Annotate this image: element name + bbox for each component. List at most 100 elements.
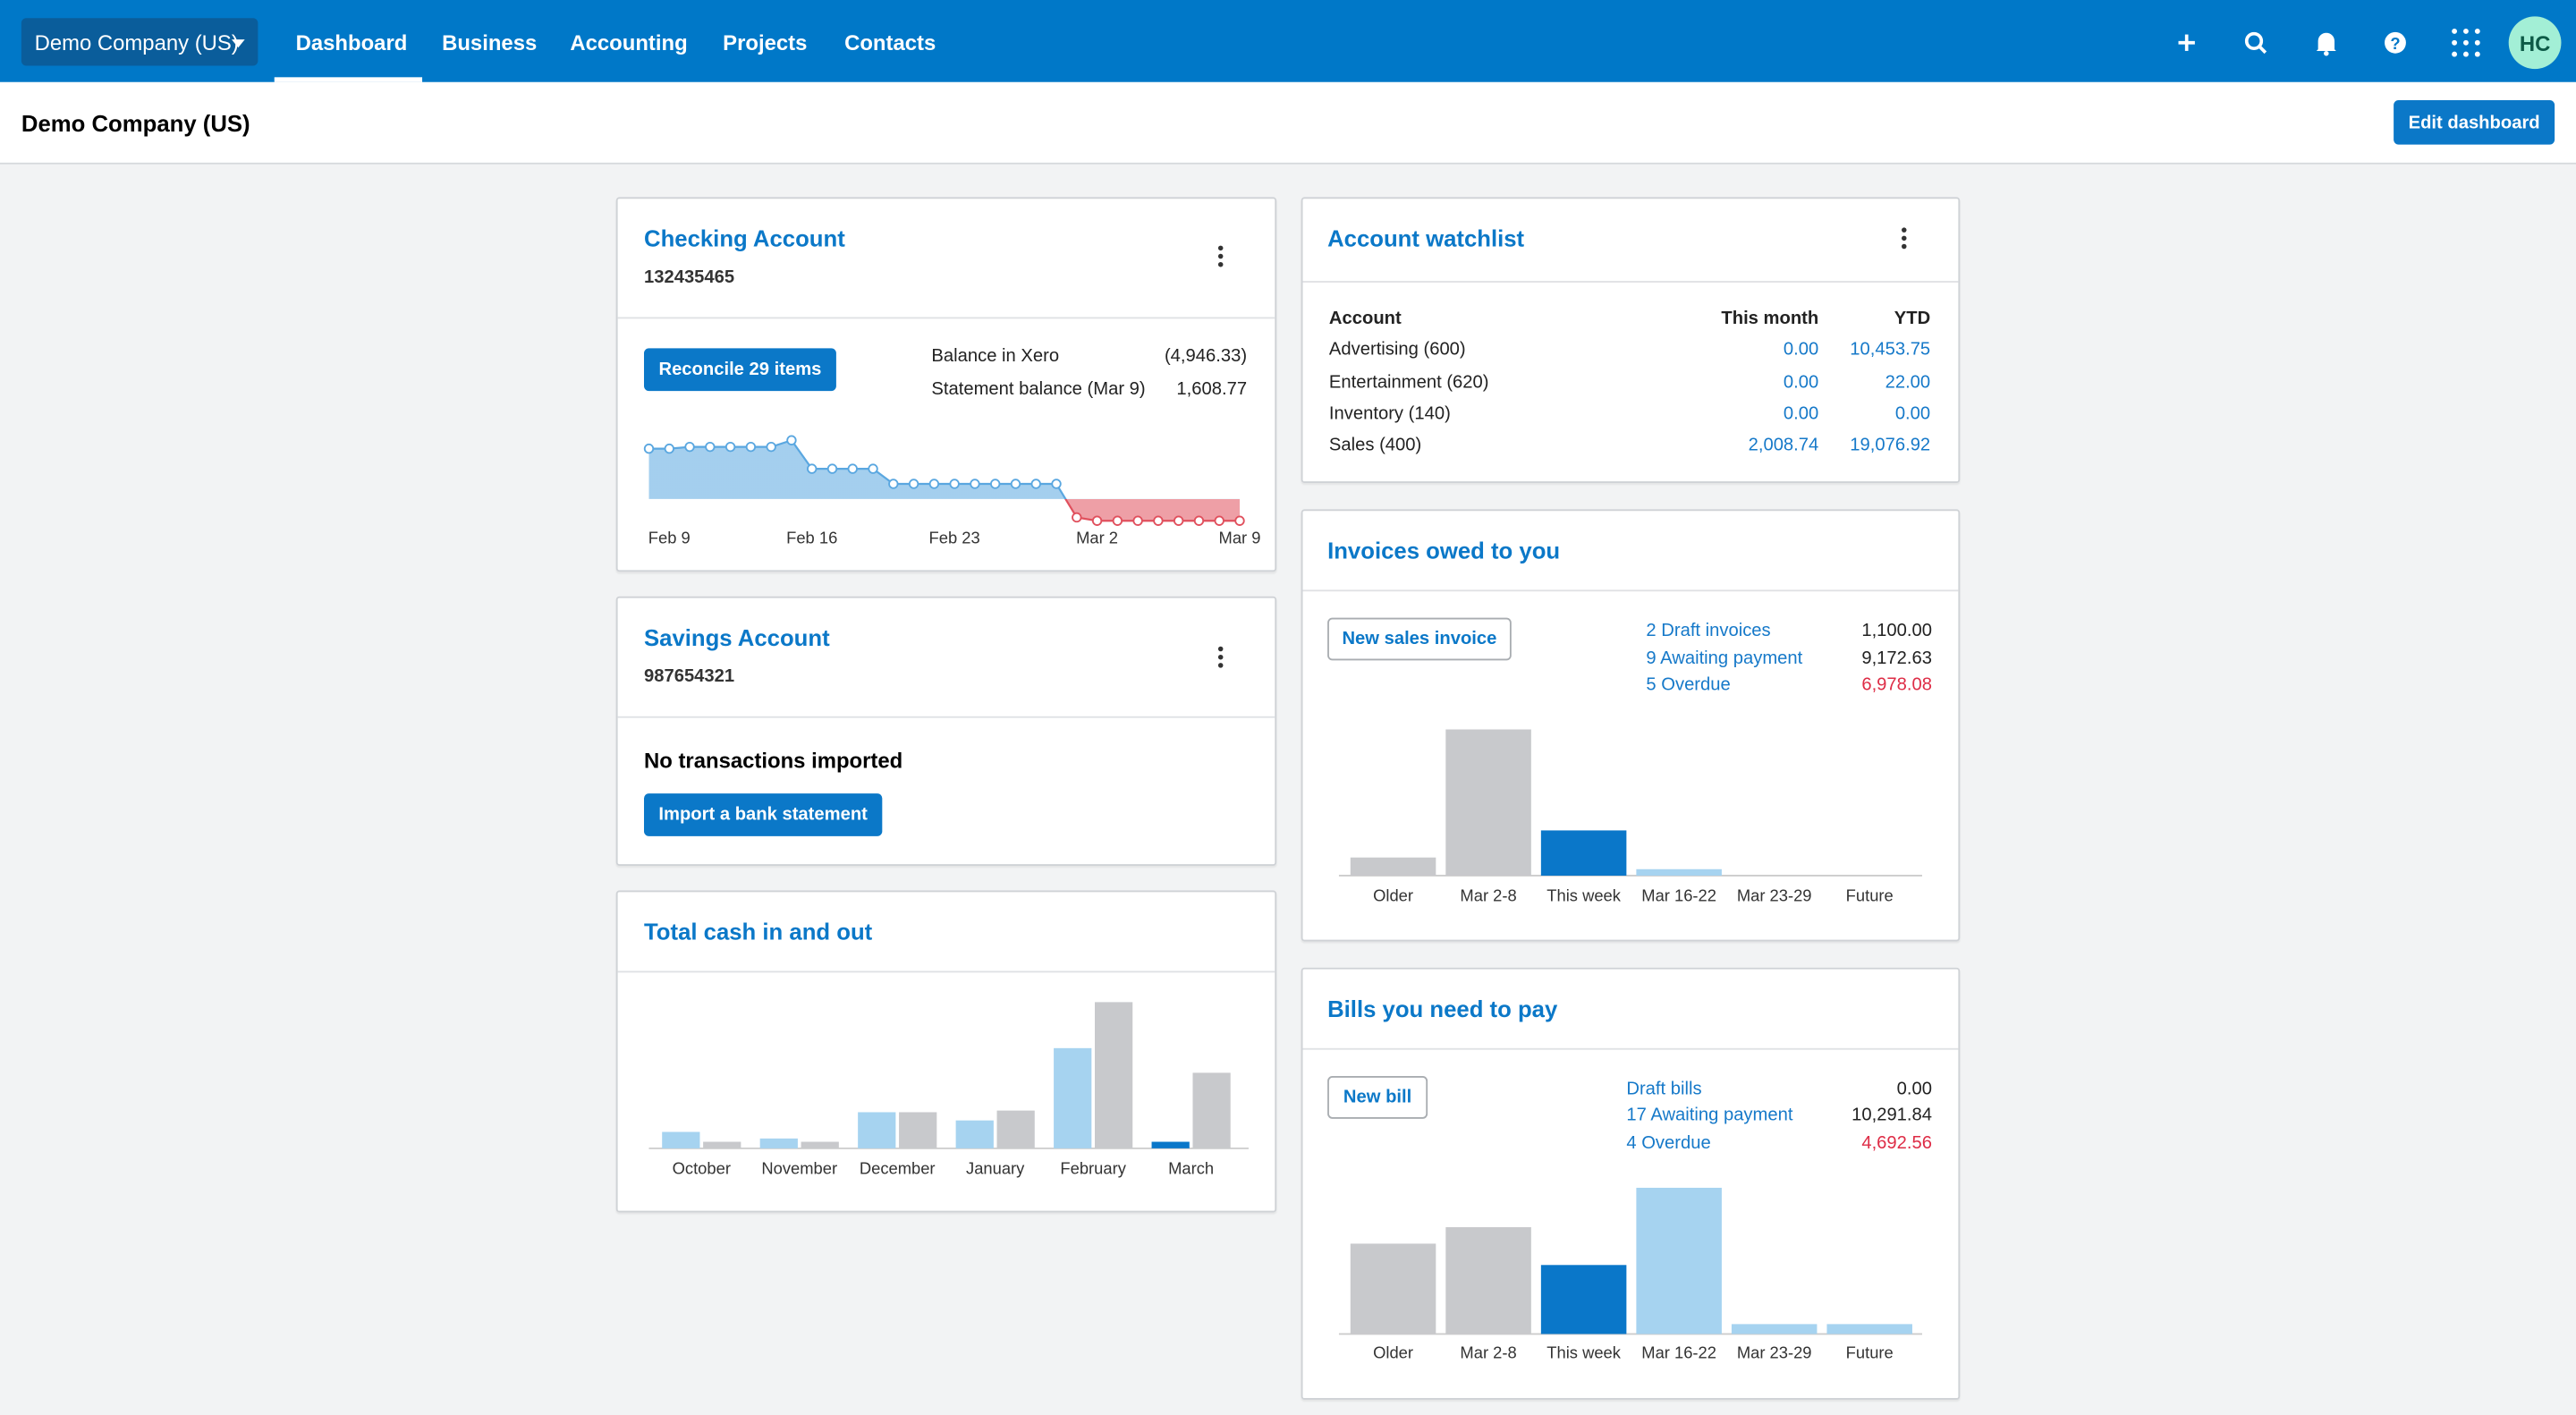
card-title[interactable]: Savings Account	[644, 623, 830, 651]
ytd-value[interactable]: 19,076.92	[1850, 435, 1931, 455]
nav-item[interactable]: Dashboard	[295, 30, 408, 55]
notifications-icon[interactable]	[2316, 32, 2336, 56]
page-header	[0, 81, 2576, 165]
card-menu[interactable]	[1217, 245, 1224, 267]
this-month-value[interactable]: 0.00	[1783, 403, 1819, 424]
summary-link[interactable]: 17 Awaiting payment	[1626, 1106, 1793, 1126]
balance-point	[1234, 515, 1245, 526]
bar	[955, 1120, 994, 1148]
balance-point	[990, 479, 1001, 489]
card-menu[interactable]	[1217, 646, 1224, 668]
empty-message: No transactions imported	[644, 748, 903, 774]
balance-point	[724, 441, 736, 453]
this-month-value[interactable]: 0.00	[1783, 340, 1819, 360]
x-tick-label: October	[673, 1159, 731, 1178]
avatar[interactable]: HC	[2508, 16, 2562, 70]
edit-dashboard-button[interactable]: Edit dashboard	[2394, 100, 2555, 145]
x-tick-label: January	[966, 1159, 1025, 1178]
summary-amount: 0.00	[1896, 1079, 1933, 1099]
bar	[662, 1131, 700, 1148]
summary-link[interactable]: 9 Awaiting payment	[1646, 648, 1803, 669]
balance-point	[1132, 515, 1143, 526]
card-title[interactable]: Total cash in and out	[644, 918, 873, 945]
x-tick-label: Mar 2	[1076, 528, 1118, 547]
balance-point	[1051, 479, 1062, 489]
bar	[1540, 1265, 1627, 1335]
x-tick-label: This week	[1546, 1343, 1621, 1361]
divider	[617, 970, 1275, 973]
new-invoice-button[interactable]: New sales invoice	[1327, 617, 1512, 661]
bar	[1095, 1002, 1133, 1148]
summary-link[interactable]: Draft bills	[1626, 1079, 1702, 1099]
balance-point	[786, 435, 797, 445]
help-icon[interactable]: ?	[2385, 31, 2406, 54]
balance-label: Statement balance (Mar 9)	[931, 379, 1146, 400]
x-tick-label: Mar 23-29	[1737, 886, 1812, 905]
this-month-value[interactable]: 2,008.74	[1748, 435, 1819, 455]
account-name[interactable]: Sales (400)	[1328, 435, 1422, 455]
bar	[1192, 1072, 1231, 1148]
nav-item[interactable]: Contacts	[844, 30, 936, 55]
bar	[1636, 868, 1722, 876]
nav-item[interactable]: Business	[442, 30, 538, 55]
card	[1301, 197, 1961, 484]
x-tick-label: December	[860, 1159, 936, 1178]
x-tick-label: Mar 16-22	[1641, 1343, 1716, 1361]
bar	[1826, 1324, 1912, 1335]
balance-point	[1173, 515, 1184, 526]
summary-link[interactable]: 5 Overdue	[1646, 674, 1731, 695]
x-tick-label: Mar 9	[1219, 528, 1261, 547]
nav-item[interactable]: Accounting	[570, 30, 688, 55]
account-name[interactable]: Advertising (600)	[1328, 340, 1466, 360]
bar	[1054, 1047, 1092, 1148]
x-tick-label: Feb 9	[648, 528, 691, 547]
this-month-value[interactable]: 0.00	[1783, 372, 1819, 393]
apps-icon[interactable]	[2452, 28, 2480, 57]
bar	[899, 1112, 937, 1148]
bar	[996, 1110, 1035, 1148]
account-number: 987654321	[644, 666, 735, 687]
balance-point	[908, 479, 919, 489]
column-header: YTD	[1894, 309, 1931, 329]
balance-point	[705, 441, 716, 453]
summary-amount: 9,172.63	[1861, 648, 1933, 669]
balance-amount: 1,608.77	[1176, 379, 1248, 400]
account-name[interactable]: Inventory (140)	[1328, 403, 1451, 424]
balance-point	[1214, 515, 1224, 526]
card-title[interactable]: Invoices owed to you	[1327, 537, 1561, 564]
search-icon[interactable]	[2244, 31, 2267, 55]
ytd-value[interactable]: 0.00	[1894, 403, 1931, 424]
card-menu[interactable]	[1902, 227, 1907, 250]
balance-point	[1030, 479, 1041, 489]
bar	[1636, 1187, 1722, 1335]
import-button[interactable]: Import a bank statement	[644, 793, 883, 836]
ytd-value[interactable]: 22.00	[1885, 372, 1931, 393]
add-icon[interactable]	[2178, 34, 2195, 51]
ytd-value[interactable]: 10,453.75	[1850, 340, 1931, 360]
summary-link[interactable]: 2 Draft invoices	[1646, 621, 1771, 641]
x-tick-label: March	[1168, 1159, 1214, 1178]
bar	[801, 1141, 839, 1148]
card-title[interactable]: Bills you need to pay	[1327, 996, 1558, 1022]
nav-item[interactable]: Projects	[723, 30, 808, 55]
organisation-name: Demo Company (US)	[34, 30, 239, 55]
divider	[617, 317, 1275, 319]
card-title[interactable]: Checking Account	[644, 225, 845, 252]
balance-point	[1072, 512, 1082, 523]
page-title: Demo Company (US)	[21, 110, 250, 137]
x-tick-label: November	[761, 1159, 837, 1178]
bar	[1350, 857, 1436, 876]
summary-amount: 4,692.56	[1861, 1133, 1933, 1154]
x-tick-label: Mar 23-29	[1737, 1343, 1812, 1361]
reconcile-button[interactable]: Reconcile 29 items	[644, 348, 836, 392]
bar	[1445, 1227, 1531, 1335]
card-title[interactable]: Account watchlist	[1327, 225, 1525, 252]
account-name[interactable]: Entertainment (620)	[1328, 372, 1489, 393]
bar	[1151, 1141, 1190, 1148]
summary-link[interactable]: 4 Overdue	[1626, 1133, 1711, 1154]
new-bill-button[interactable]: New bill	[1327, 1076, 1428, 1119]
bar	[759, 1138, 798, 1148]
organisation-button[interactable]	[21, 18, 258, 66]
